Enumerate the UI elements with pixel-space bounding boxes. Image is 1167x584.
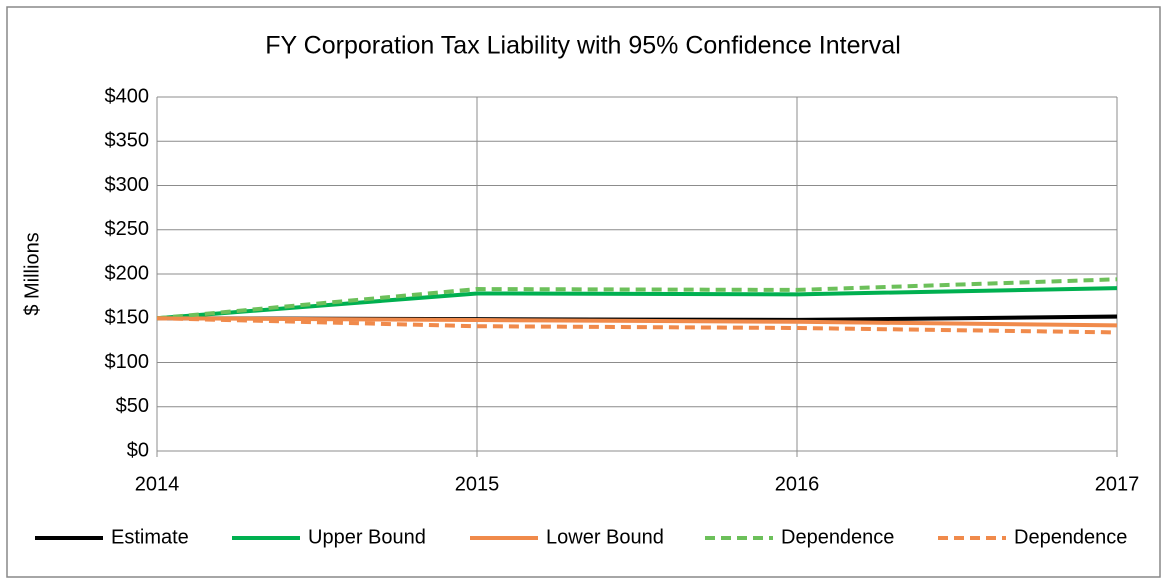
y-tick-label: $150 xyxy=(105,307,150,329)
y-tick-label: $400 xyxy=(105,85,150,107)
y-tick-label: $200 xyxy=(105,262,150,284)
y-tick-label: $0 xyxy=(127,439,149,461)
y-tick-label: $350 xyxy=(105,130,150,152)
y-tick-label: $250 xyxy=(105,218,150,240)
x-tick-label: 2017 xyxy=(1095,473,1140,495)
legend-label: Upper Bound xyxy=(308,526,426,548)
series-line xyxy=(156,286,1118,321)
x-tick-label: 2016 xyxy=(775,473,820,495)
y-tick-label: $50 xyxy=(116,395,149,417)
legend-label: Lower Bound xyxy=(546,526,664,548)
legend-label: Estimate xyxy=(111,526,189,548)
chart-title: FY Corporation Tax Liability with 95% Co… xyxy=(265,32,901,60)
series-line xyxy=(156,277,1118,321)
series-line xyxy=(156,316,1118,335)
legend-label: Dependence xyxy=(781,526,894,548)
y-axis-label: $ Millions xyxy=(21,232,43,315)
y-tick-label: $100 xyxy=(105,351,150,373)
x-tick-label: 2015 xyxy=(455,473,500,495)
y-tick-label: $300 xyxy=(105,174,150,196)
legend-label: Dependence xyxy=(1014,526,1127,548)
series-line xyxy=(156,316,1118,328)
x-tick-label: 2014 xyxy=(135,473,180,495)
